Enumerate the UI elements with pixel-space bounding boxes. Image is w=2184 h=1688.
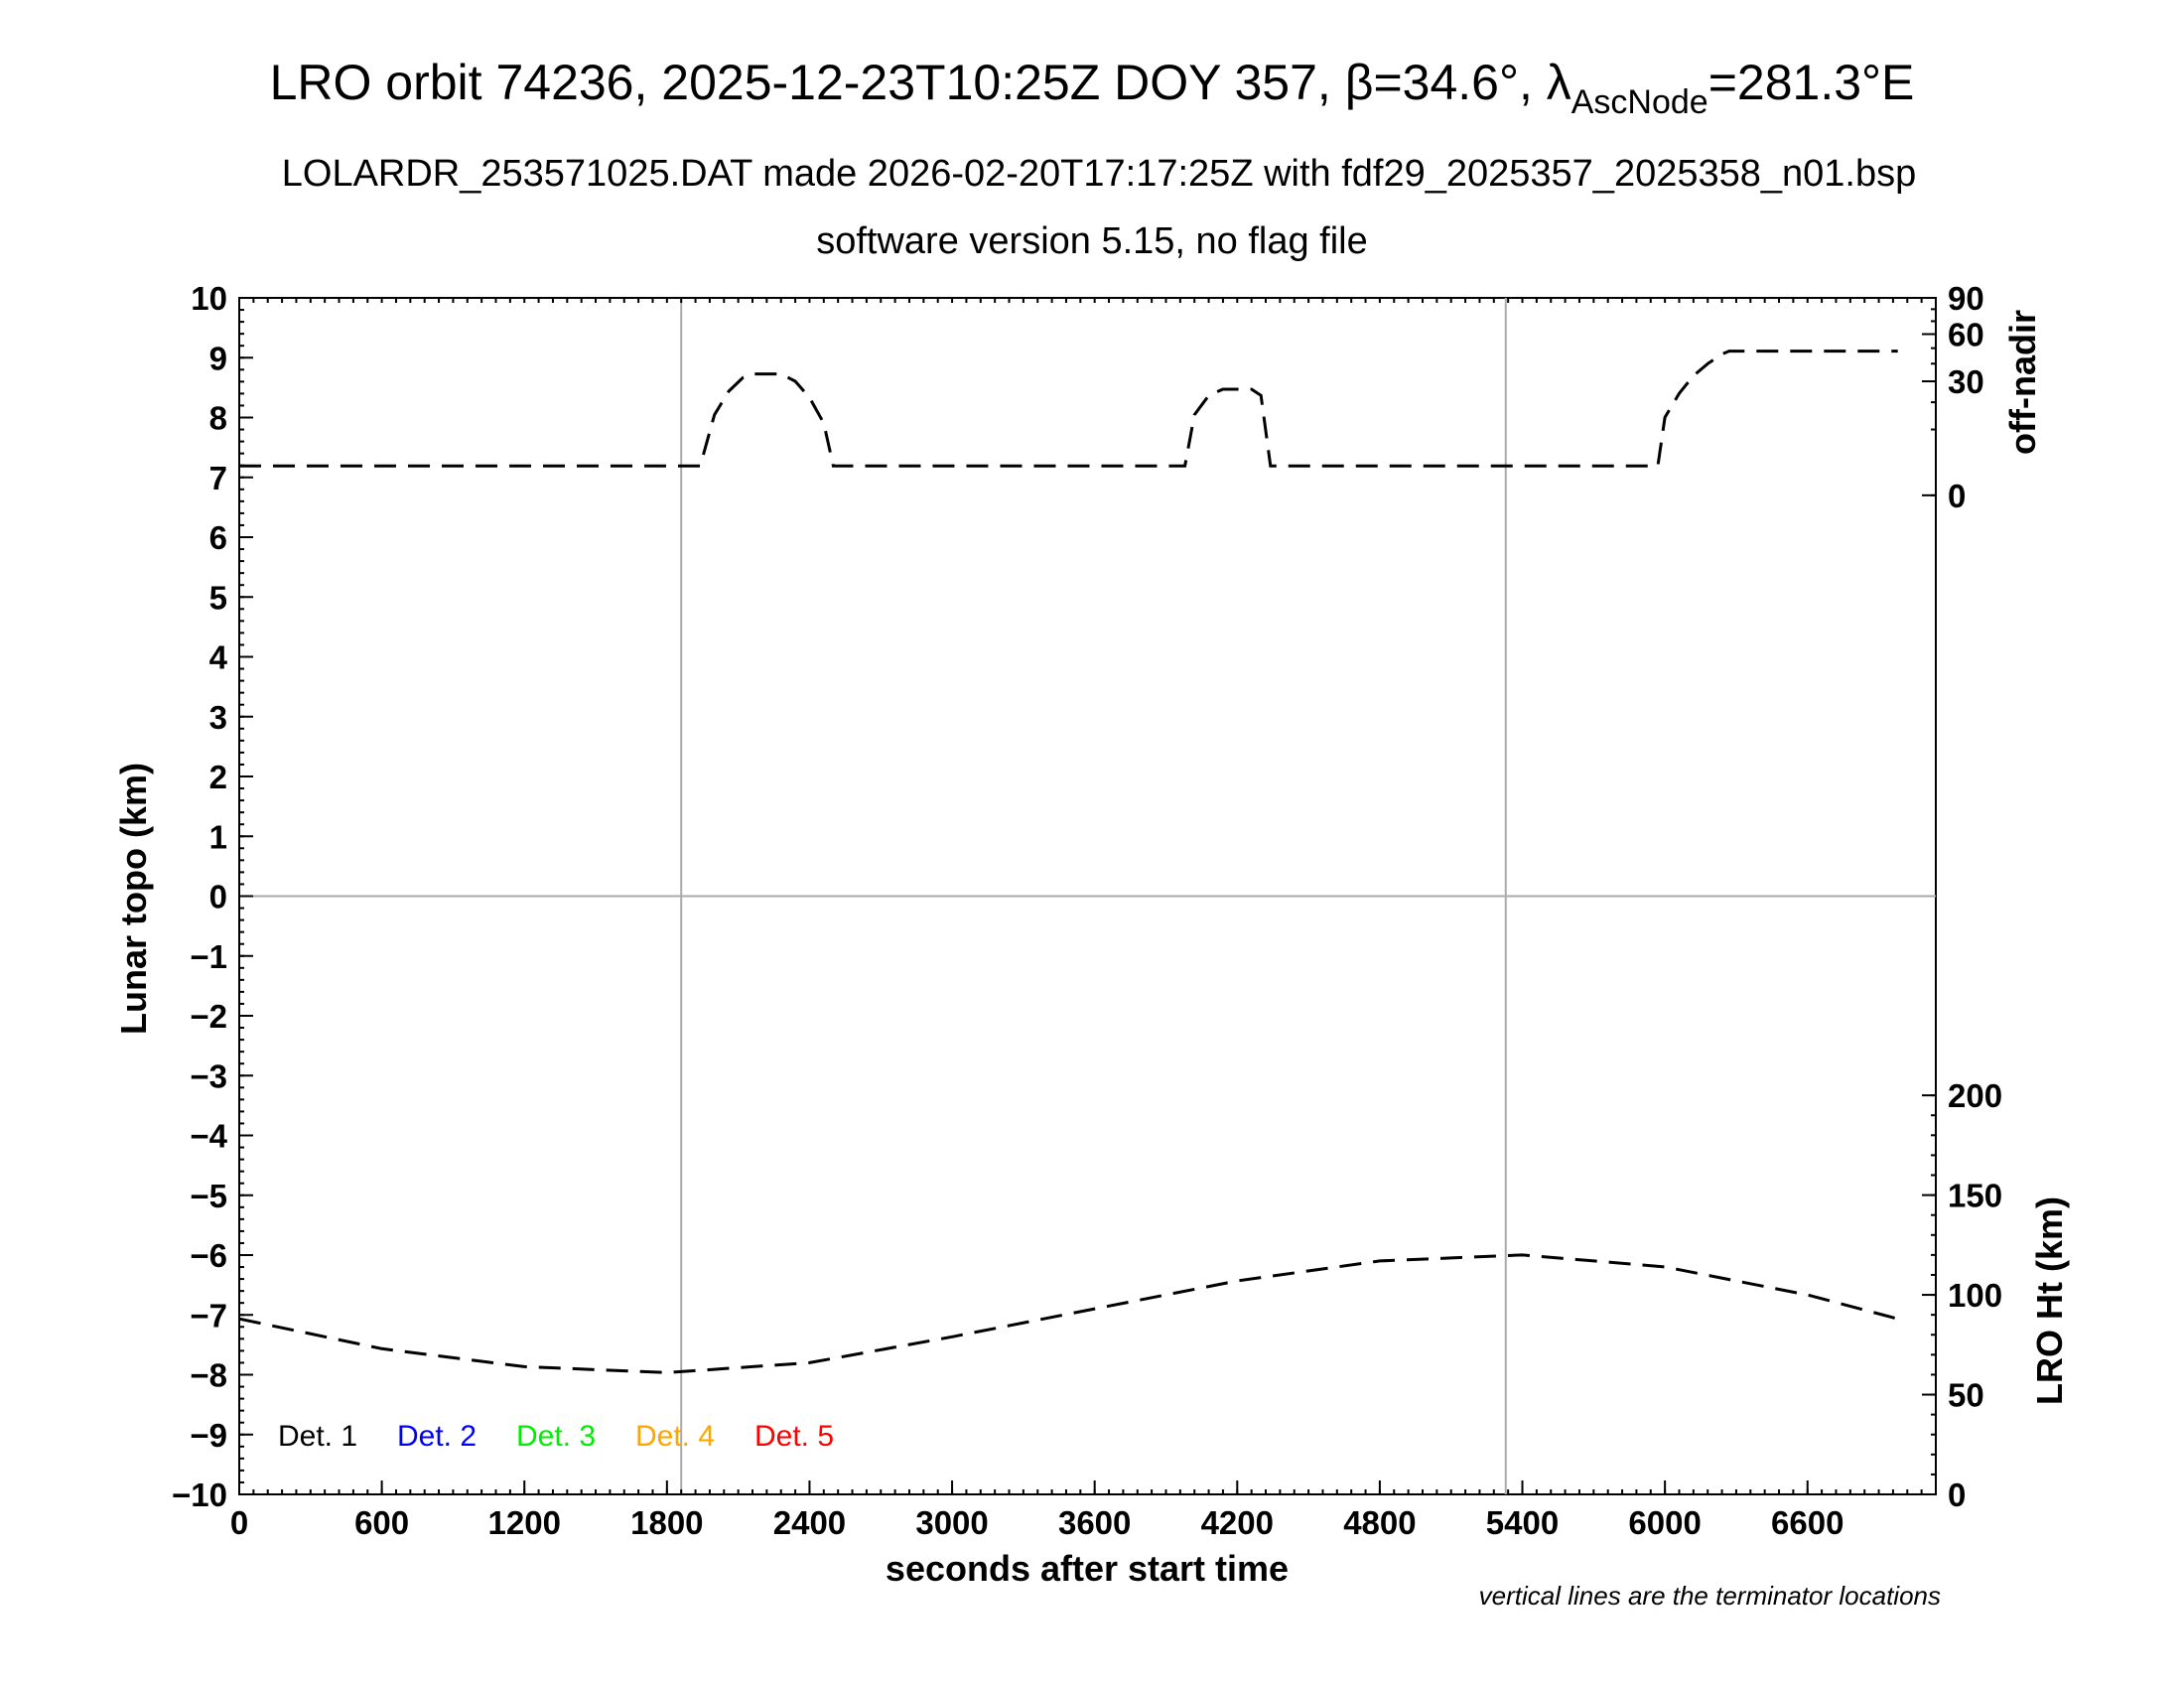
x-tick-label: 6600 (1771, 1504, 1843, 1541)
y-left-tick-label: −4 (190, 1118, 227, 1155)
x-tick-label: 600 (354, 1504, 409, 1541)
x-tick-label: 3000 (915, 1504, 988, 1541)
y-left-tick-label: 7 (209, 460, 227, 496)
y-axis-label-off-nadir: off-nadir (2002, 310, 2043, 455)
x-tick-label: 5400 (1486, 1504, 1559, 1541)
grid-lines (239, 298, 1936, 1494)
lro-ht-tick-label: 100 (1948, 1277, 2002, 1314)
lro-ht-tick-labels: 0 50 100 150 200 (1922, 1077, 2002, 1513)
y-left-tick-label: −6 (190, 1237, 227, 1274)
y-left-tick-label: −9 (190, 1417, 227, 1454)
y-left-tick-label: 10 (191, 280, 227, 317)
legend-item: Det. 1 (278, 1420, 357, 1453)
legend-item: Det. 4 (635, 1420, 715, 1453)
y-left-tick-label: 5 (209, 579, 227, 616)
y-left-tick-label: −10 (172, 1477, 227, 1513)
off-nadir-tick-label: 30 (1948, 363, 1984, 400)
x-tick-labels: 0 600 1200 1800 2400 3000 3600 4200 4800 5400 6000… (230, 1480, 1843, 1541)
title-lambda-symbol: λ (1547, 55, 1571, 110)
title-prefix: LRO orbit 74236, 2025-12-23T10:25Z DOY 3… (270, 55, 1345, 110)
lro-ht-tick-label: 200 (1948, 1077, 2002, 1114)
off-nadir-series-line (239, 350, 1898, 468)
y-left-tick-label: 0 (209, 879, 227, 915)
off-nadir-tick-label: 0 (1948, 478, 1966, 514)
legend: Det. 1 Det. 2 Det. 3 Det. 4 Det. 5 (278, 1420, 834, 1453)
y-left-tick-label: 4 (209, 639, 228, 676)
legend-item: Det. 5 (754, 1420, 834, 1453)
x-tick-label: 6000 (1628, 1504, 1701, 1541)
title-lambda-subscript: AscNode (1571, 83, 1708, 121)
y-left-tick-label: 3 (209, 699, 227, 736)
y-left-tick-label: −8 (190, 1357, 227, 1394)
chart-title: LRO orbit 74236, 2025-12-23T10:25Z DOY 3… (270, 55, 1915, 121)
y-left-tick-label: −5 (190, 1178, 227, 1214)
y-left-tick-label: 8 (209, 400, 227, 437)
lro-ht-tick-label: 0 (1948, 1477, 1966, 1513)
terminator-note: vertical lines are the terminator locati… (1479, 1581, 1941, 1611)
x-tick-label: 2400 (773, 1504, 846, 1541)
x-tick-label: 1800 (630, 1504, 703, 1541)
y-left-tick-label: −1 (190, 938, 227, 975)
y-axis-label-lro-ht: LRO Ht (km) (2029, 1196, 2070, 1405)
lro-height-series-line (238, 1253, 1899, 1374)
chart-subtitle-1: LOLARDR_253571025.DAT made 2026-02-20T17… (282, 153, 1917, 195)
y-left-tick-label: 9 (209, 340, 227, 376)
x-axis-label: seconds after start time (886, 1548, 1289, 1589)
x-tick-label: 4800 (1343, 1504, 1416, 1541)
y-left-tick-label: 2 (209, 759, 227, 795)
title-beta-symbol: β (1345, 55, 1374, 110)
off-nadir-tick-label: 60 (1948, 316, 1984, 352)
x-tick-label: 3600 (1058, 1504, 1131, 1541)
legend-item: Det. 3 (516, 1420, 596, 1453)
y-left-tick-label: 6 (209, 519, 227, 556)
y-axis-label-left: Lunar topo (km) (113, 763, 154, 1035)
off-nadir-tick-label: 90 (1948, 280, 1984, 317)
y-left-tick-label: −3 (190, 1057, 227, 1094)
legend-item: Det. 2 (397, 1420, 477, 1453)
x-tick-label: 4200 (1201, 1504, 1274, 1541)
x-tick-label: 1200 (488, 1504, 561, 1541)
y-left-tick-label: −7 (190, 1297, 227, 1334)
title-beta-value: =34.6°, (1373, 55, 1546, 110)
y-left-tick-label: −2 (190, 998, 227, 1035)
series-lines (238, 350, 1899, 1374)
x-tick-label: 0 (230, 1504, 248, 1541)
lro-ht-tick-label: 50 (1948, 1377, 1984, 1414)
chart-subtitle-2: software version 5.15, no flag file (816, 220, 1368, 262)
lro-ht-tick-label: 150 (1948, 1178, 2002, 1214)
title-lambda-value: =281.3°E (1708, 55, 1915, 110)
y-left-tick-label: 1 (209, 818, 227, 855)
